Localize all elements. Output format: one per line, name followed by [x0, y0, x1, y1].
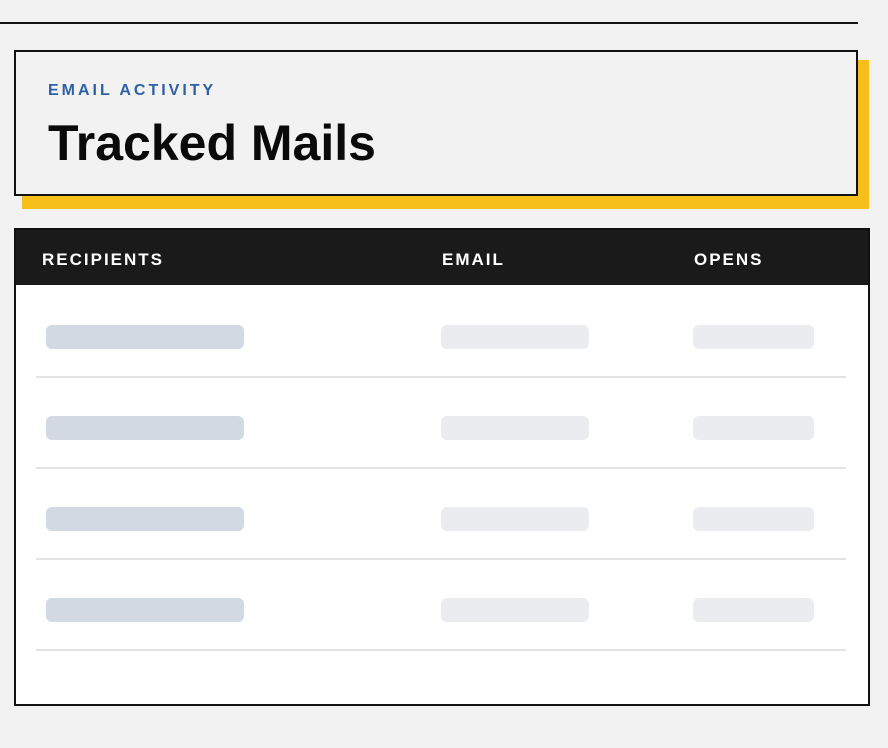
divider: [0, 22, 858, 24]
table: RECIPIENTS EMAIL OPENS: [14, 228, 870, 706]
column-header[interactable]: EMAIL: [442, 250, 505, 269]
column-header[interactable]: RECIPIENTS: [42, 250, 165, 269]
skeleton-cell: [693, 416, 814, 440]
skeleton-row: [36, 376, 846, 469]
skeleton-cell: [46, 325, 244, 349]
eyebrow: EMAIL ACTIVITY: [48, 82, 217, 99]
column-header[interactable]: OPENS: [694, 250, 764, 269]
header-card: EMAIL ACTIVITY Tracked Mails: [14, 50, 858, 196]
skeleton-cell: [441, 416, 589, 440]
skeleton-cell: [46, 507, 244, 531]
skeleton-cell: [693, 598, 814, 622]
skeleton-cell: [693, 507, 814, 531]
skeleton-cell: [441, 507, 589, 531]
skeleton-cell: [441, 598, 589, 622]
skeleton-row: [36, 285, 846, 378]
table-header: RECIPIENTS EMAIL OPENS: [16, 230, 868, 285]
skeleton-row: [36, 558, 846, 651]
page-title: Tracked Mails: [48, 115, 376, 171]
skeleton-cell: [46, 598, 244, 622]
skeleton-row: [36, 467, 846, 560]
skeleton-cell: [441, 325, 589, 349]
skeleton-cell: [46, 416, 244, 440]
skeleton-cell: [693, 325, 814, 349]
